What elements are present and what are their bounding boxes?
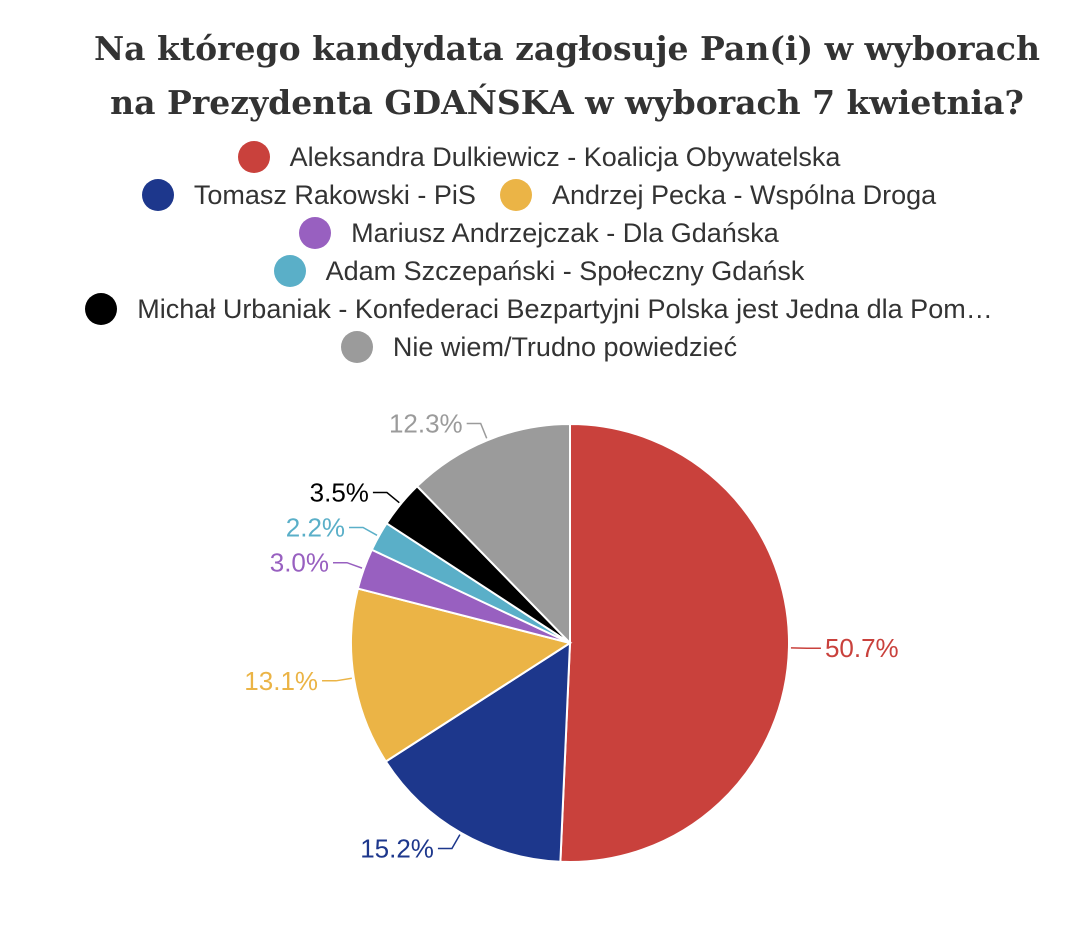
leader-line-szczepanski — [349, 526, 378, 536]
leader-line-nie-wiem — [466, 422, 488, 439]
leader-line-rakowski — [437, 834, 461, 850]
legend-row: Tomasz Rakowski - PiS Andrzej Pecka - Ws… — [0, 176, 1078, 214]
legend-row: Aleksandra Dulkiewicz - Koalicja Obywate… — [0, 138, 1078, 176]
legend-label-urbaniak: Michał Urbaniak - Konfederaci Bezpartyjn… — [137, 293, 993, 324]
pie-slice-pecka[interactable] — [350, 587, 573, 763]
data-label-urbaniak: 3.5% — [310, 478, 369, 508]
legend-item-nie-wiem[interactable]: Nie wiem/Trudno powiedzieć — [340, 331, 738, 363]
pie-slice-rakowski[interactable] — [384, 641, 572, 863]
legend-item-andrzejczak[interactable]: Mariusz Andrzejczak - Dla Gdańska — [299, 217, 779, 249]
legend-swatch-szczepanski — [273, 255, 306, 287]
leader-line-urbaniak — [372, 491, 400, 504]
legend-row: Mariusz Andrzejczak - Dla Gdańska — [0, 214, 1078, 252]
legend-item-szczepanski[interactable]: Adam Szczepański - Społeczny Gdańsk — [273, 255, 805, 287]
legend-label-pecka: Andrzej Pecka - Wspólna Droga — [551, 179, 937, 210]
pie-slice-nie-wiem[interactable] — [415, 422, 571, 646]
legend-label-rakowski: Tomasz Rakowski - PiS — [193, 179, 476, 210]
data-label-pecka: 13.1% — [244, 666, 318, 696]
chart-title-line-1: Na którego kandydata zagłosuje Pan(i) w … — [93, 29, 1041, 68]
data-label-szczepanski: 2.2% — [286, 513, 345, 543]
pie-slice-dulkiewicz[interactable] — [559, 422, 791, 863]
legend-label-szczepanski: Adam Szczepański - Społeczny Gdańsk — [325, 255, 805, 286]
legend-swatch-pecka — [499, 179, 532, 211]
data-label-andrzejczak: 3.0% — [270, 548, 329, 578]
legend-swatch-dulkiewicz — [237, 141, 270, 173]
data-label-dulkiewicz: 50.7% — [825, 633, 899, 663]
legend-label-andrzejczak: Mariusz Andrzejczak - Dla Gdańska — [351, 217, 779, 248]
legend-item-pecka[interactable]: Andrzej Pecka - Wspólna Droga — [499, 179, 937, 211]
legend-row: Michał Urbaniak - Konfederaci Bezpartyjn… — [0, 290, 1078, 328]
legend-swatch-andrzejczak — [299, 217, 332, 249]
legend: Aleksandra Dulkiewicz - Koalicja Obywate… — [0, 138, 1078, 366]
leader-line-pecka — [322, 677, 352, 682]
legend-item-urbaniak[interactable]: Michał Urbaniak - Konfederaci Bezpartyjn… — [85, 293, 993, 325]
legend-item-dulkiewicz[interactable]: Aleksandra Dulkiewicz - Koalicja Obywate… — [237, 141, 841, 173]
legend-swatch-rakowski — [141, 179, 174, 211]
leader-line-andrzejczak — [333, 561, 363, 569]
data-label-rakowski: 15.2% — [360, 833, 434, 863]
chart-title-line-2: na Prezydenta GDAŃSKA w wyborach 7 kwiet… — [110, 83, 1024, 122]
legend-item-rakowski[interactable]: Tomasz Rakowski - PiS — [141, 179, 476, 211]
legend-swatch-nie-wiem — [340, 331, 373, 363]
legend-label-nie-wiem: Nie wiem/Trudno powiedzieć — [392, 331, 738, 362]
legend-label-dulkiewicz: Aleksandra Dulkiewicz - Koalicja Obywate… — [289, 141, 841, 172]
legend-row: Nie wiem/Trudno powiedzieć — [0, 328, 1078, 366]
legend-row: Adam Szczepański - Społeczny Gdańsk — [0, 252, 1078, 290]
chart-title: Na którego kandydata zagłosuje Pan(i) w … — [0, 22, 1078, 130]
data-label-nie-wiem: 12.3% — [389, 408, 463, 438]
legend-swatch-urbaniak — [85, 293, 118, 325]
